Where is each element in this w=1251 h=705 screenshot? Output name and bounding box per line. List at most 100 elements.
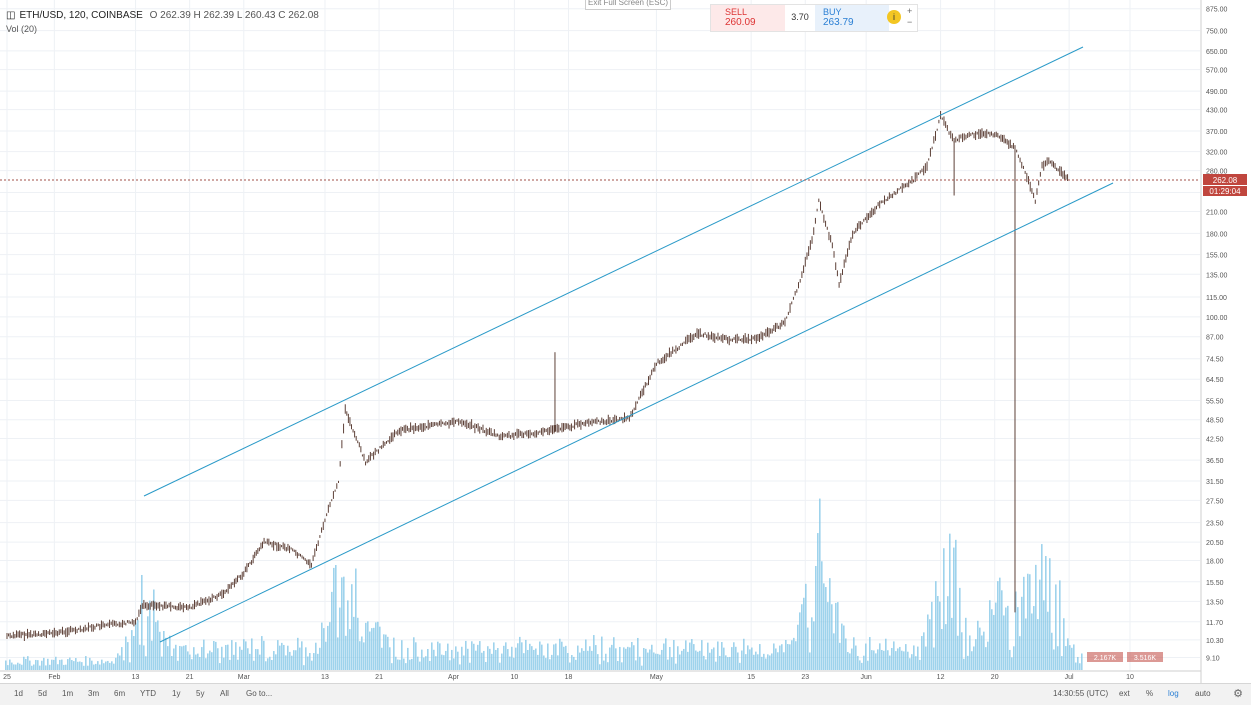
volume-bar xyxy=(435,656,437,670)
volume-bar xyxy=(1047,611,1049,670)
timeframe-ytd[interactable]: YTD xyxy=(140,689,156,698)
volume-bar xyxy=(177,660,179,670)
volume-bar xyxy=(11,662,13,670)
volume-bar xyxy=(545,658,547,670)
volume-bar xyxy=(663,643,665,670)
y-tick-label: 87.00 xyxy=(1206,335,1224,342)
timeframe-all[interactable]: All xyxy=(220,689,229,698)
volume-bar xyxy=(971,651,973,670)
volume-bar xyxy=(499,662,501,670)
timeframe-3m[interactable]: 3m xyxy=(88,689,100,698)
symbol-title[interactable]: ETH/USD, 120, COINBASE xyxy=(19,10,143,21)
volume-bar xyxy=(293,650,295,670)
volume-bar xyxy=(933,647,935,670)
volume-label-2: 3.516K xyxy=(1134,655,1157,662)
volume-bar xyxy=(343,576,345,670)
volume-bar xyxy=(943,548,945,670)
volume-bar xyxy=(623,647,625,670)
volume-bar xyxy=(139,644,141,670)
volume-indicator-label[interactable]: Vol (20) xyxy=(6,24,38,34)
spread-value: 3.70 xyxy=(791,12,809,22)
utc-clock[interactable]: 14:30:55 (UTC) xyxy=(1053,689,1109,698)
volume-bar xyxy=(941,629,943,670)
y-tick-label: 210.00 xyxy=(1206,209,1228,216)
volume-bar xyxy=(29,660,31,670)
volume-bar xyxy=(913,645,915,670)
toggle-percent[interactable]: % xyxy=(1146,689,1154,698)
volume-bar xyxy=(61,659,63,670)
volume-bar xyxy=(641,665,643,670)
volume-bar xyxy=(599,664,601,670)
timeframe-1y[interactable]: 1y xyxy=(172,689,181,698)
volume-bar xyxy=(955,539,957,670)
volume-bar xyxy=(687,651,689,670)
volume-bar xyxy=(541,644,543,670)
gear-icon[interactable]: ⚙ xyxy=(1233,688,1243,700)
volume-bar xyxy=(721,642,723,670)
volume-bar xyxy=(461,646,463,670)
timeframe-5d[interactable]: 5d xyxy=(38,689,47,698)
volume-bar xyxy=(909,658,911,670)
volume-bar xyxy=(881,649,883,670)
volume-bar xyxy=(689,642,691,670)
volume-bar xyxy=(977,620,979,670)
timeframe-1m[interactable]: 1m xyxy=(62,689,74,698)
toggle-log[interactable]: log xyxy=(1168,689,1179,698)
minus-icon[interactable]: − xyxy=(907,17,913,27)
volume-bar xyxy=(7,665,9,670)
y-tick-label: 48.50 xyxy=(1206,418,1224,425)
volume-bar xyxy=(1033,606,1035,670)
volume-bar xyxy=(921,636,923,670)
timeframe-1d[interactable]: 1d xyxy=(14,689,23,698)
exit-fullscreen-hint[interactable]: Exit Full Screen (ESC) xyxy=(585,0,671,10)
volume-bar xyxy=(1079,663,1081,670)
info-icon[interactable]: i xyxy=(887,10,901,24)
volume-bar xyxy=(843,625,845,670)
volume-bar xyxy=(855,645,857,670)
volume-bar xyxy=(805,583,807,670)
go-to-button[interactable]: Go to... xyxy=(246,689,273,698)
volume-bar xyxy=(845,638,847,670)
volume-bar xyxy=(101,659,103,670)
volume-bar xyxy=(749,649,751,670)
volume-bar xyxy=(745,654,747,670)
volume-bar xyxy=(233,654,235,670)
toggle-auto[interactable]: auto xyxy=(1195,689,1211,698)
volume-bar xyxy=(961,632,963,670)
volume-bar xyxy=(635,660,637,670)
volume-bar xyxy=(263,640,265,670)
chart-header: ◫ ETH/USD, 120, COINBASE O 262.39 H 262.3… xyxy=(6,10,323,21)
volume-bar xyxy=(135,622,137,670)
volume-bar xyxy=(225,644,227,670)
volume-bar xyxy=(569,662,571,670)
volume-bar xyxy=(965,617,967,670)
volume-bar xyxy=(117,653,119,670)
volume-bar xyxy=(9,659,11,670)
volume-bar xyxy=(467,648,469,670)
volume-bar xyxy=(951,617,953,670)
volume-bar xyxy=(327,625,329,670)
volume-bar xyxy=(733,642,735,670)
volume-bar xyxy=(1003,615,1005,670)
sell-button[interactable]: SELL 260.09 xyxy=(711,5,785,31)
timeframe-6m[interactable]: 6m xyxy=(114,689,126,698)
volume-bar xyxy=(549,659,551,670)
volume-bar xyxy=(297,637,299,670)
buy-button[interactable]: BUY 263.79 xyxy=(815,5,889,31)
volume-bar xyxy=(759,644,761,670)
toggle-ext[interactable]: ext xyxy=(1119,689,1130,698)
volume-bar xyxy=(877,649,879,670)
timeframe-5y[interactable]: 5y xyxy=(196,689,205,698)
volume-bar xyxy=(679,654,681,670)
plus-icon[interactable]: + xyxy=(907,6,913,16)
volume-bar xyxy=(195,654,197,670)
volume-bar xyxy=(99,664,101,670)
volume-bar xyxy=(367,621,369,670)
volume-bar xyxy=(705,659,707,670)
volume-bar xyxy=(645,648,647,670)
volume-bar xyxy=(501,653,503,670)
volume-bar xyxy=(13,664,15,670)
volume-bar xyxy=(349,629,351,670)
volume-bar xyxy=(311,660,313,670)
